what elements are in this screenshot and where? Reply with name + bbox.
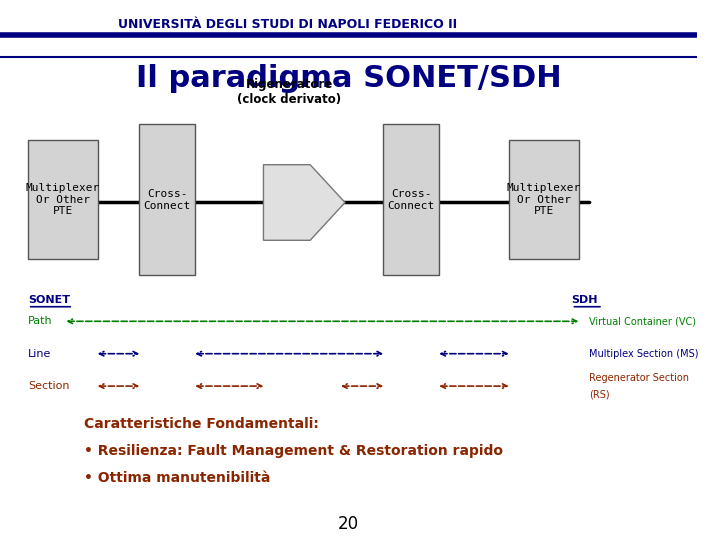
- Text: Multiplexer
Or Other
PTE: Multiplexer Or Other PTE: [507, 183, 581, 217]
- Text: SDH: SDH: [572, 295, 598, 305]
- FancyBboxPatch shape: [140, 124, 195, 275]
- Text: Virtual Container (VC): Virtual Container (VC): [589, 316, 696, 326]
- Text: • Resilienza: Fault Management & Restoration rapido: • Resilienza: Fault Management & Restora…: [84, 444, 503, 458]
- Text: SONET: SONET: [28, 295, 70, 305]
- Polygon shape: [264, 165, 345, 240]
- Text: Il paradigma SONET/SDH: Il paradigma SONET/SDH: [135, 64, 562, 93]
- Text: • Ottima manutenibilità: • Ottima manutenibilità: [84, 471, 270, 485]
- Text: Path: Path: [28, 316, 53, 326]
- Text: Multiplexer
Or Other
PTE: Multiplexer Or Other PTE: [26, 183, 100, 217]
- Text: Cross-
Connect: Cross- Connect: [144, 189, 191, 211]
- FancyBboxPatch shape: [383, 124, 439, 275]
- FancyBboxPatch shape: [28, 140, 98, 259]
- Text: Section: Section: [28, 381, 69, 391]
- Text: Regenerator Section: Regenerator Section: [589, 373, 689, 383]
- FancyBboxPatch shape: [509, 140, 578, 259]
- Text: Caratteristiche Fondamentali:: Caratteristiche Fondamentali:: [84, 417, 318, 431]
- Text: Line: Line: [28, 349, 51, 359]
- Text: Cross-
Connect: Cross- Connect: [387, 189, 435, 211]
- Text: (RS): (RS): [589, 389, 610, 399]
- Text: Multiplex Section (MS): Multiplex Section (MS): [589, 349, 698, 359]
- Text: 20: 20: [338, 515, 359, 533]
- Text: UNIVERSITÀ DEGLI STUDI DI NAPOLI FEDERICO II: UNIVERSITÀ DEGLI STUDI DI NAPOLI FEDERIC…: [119, 18, 458, 31]
- Text: Rigeneratore
(clock derivato): Rigeneratore (clock derivato): [237, 78, 341, 106]
